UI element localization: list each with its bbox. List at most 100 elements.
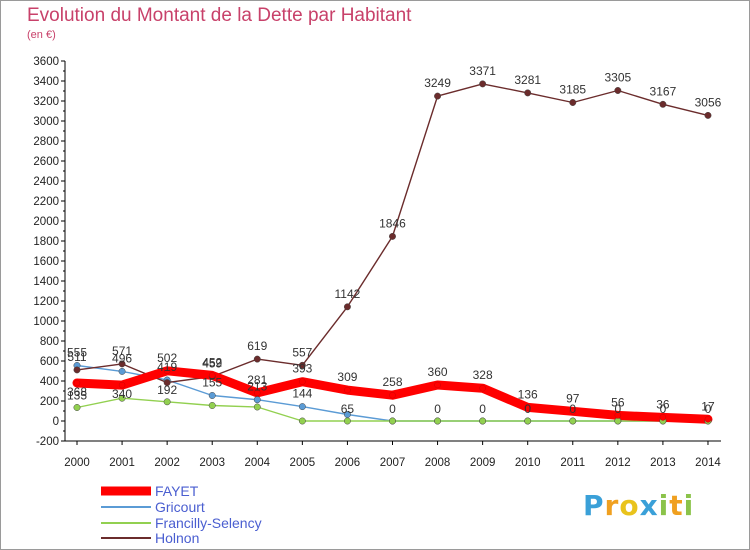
- data-point: [479, 417, 487, 425]
- data-point: [73, 366, 81, 374]
- data-point: [118, 360, 126, 368]
- data-point: [569, 417, 577, 425]
- data-point: [118, 381, 126, 389]
- data-label: 17: [701, 399, 715, 413]
- x-tick-label: 2000: [64, 457, 90, 469]
- data-label: 0: [479, 402, 486, 416]
- x-tick-label: 2014: [695, 457, 721, 469]
- data-label: 459: [202, 357, 222, 371]
- y-tick-label: 3600: [33, 56, 59, 68]
- data-label: 557: [292, 345, 312, 359]
- y-tick-label: 1400: [33, 276, 59, 288]
- data-label: 0: [705, 402, 712, 416]
- data-point: [704, 416, 712, 423]
- data-point: [524, 89, 532, 97]
- data-point: [163, 398, 171, 406]
- logo-letter: x: [639, 489, 659, 522]
- data-label: 502: [157, 351, 177, 365]
- data-point: [298, 361, 306, 369]
- data-point: [614, 87, 622, 94]
- data-label: 0: [389, 402, 396, 416]
- data-label: 452: [202, 355, 222, 369]
- logo-letter: t: [669, 489, 684, 522]
- y-tick-label: 0: [53, 416, 59, 428]
- data-label: 213: [247, 380, 267, 394]
- x-tick-label: 2009: [470, 457, 496, 469]
- data-point: [569, 99, 577, 106]
- data-label: 368: [67, 385, 87, 399]
- data-label: 393: [292, 362, 312, 376]
- logo-letter: i: [658, 489, 670, 522]
- x-tick-label: 2008: [425, 457, 451, 469]
- y-tick-label: 400: [40, 376, 59, 388]
- x-tick-label: 2007: [380, 457, 406, 469]
- y-tick-label: 800: [40, 336, 59, 348]
- y-tick-label: 2800: [33, 136, 59, 148]
- data-label: 0: [434, 402, 441, 416]
- data-label: 0: [569, 402, 576, 416]
- legend-label: FAYET: [155, 483, 199, 499]
- chart-subtitle: (en €): [27, 29, 56, 41]
- data-label: 309: [337, 370, 357, 384]
- data-point: [614, 417, 622, 425]
- data-label: 155: [202, 376, 222, 390]
- data-point: [208, 372, 216, 379]
- x-tick-label: 2001: [109, 457, 135, 469]
- y-tick-label: 2000: [33, 216, 59, 228]
- data-point: [344, 386, 351, 394]
- data-point: [73, 379, 81, 387]
- logo-letter: o: [619, 489, 640, 522]
- data-label: 419: [157, 360, 177, 374]
- logo-letter: r: [604, 489, 620, 522]
- data-point: [659, 100, 667, 108]
- data-label: 144: [292, 387, 312, 401]
- data-point: [163, 379, 171, 387]
- data-label: 619: [247, 339, 267, 353]
- data-point: [614, 412, 622, 419]
- data-point: [253, 396, 261, 404]
- data-point: [704, 111, 712, 119]
- data-point: [524, 404, 531, 411]
- data-label: 360: [428, 365, 448, 379]
- x-tick-label: 2005: [290, 457, 316, 469]
- data-label: 3305: [604, 71, 631, 85]
- data-label: 65: [341, 402, 355, 416]
- y-tick-label: 2200: [33, 196, 59, 208]
- y-tick-label: 200: [40, 396, 59, 408]
- logo-letter: i: [683, 489, 695, 522]
- data-label: 496: [112, 351, 132, 365]
- data-point: [343, 303, 351, 311]
- data-point: [569, 408, 577, 415]
- data-point: [389, 391, 396, 399]
- data-label: 258: [382, 375, 402, 389]
- data-label: 0: [660, 402, 667, 416]
- data-label: 36: [656, 397, 670, 411]
- proxiti-logo: Proxiti: [583, 489, 694, 522]
- data-point: [389, 232, 396, 240]
- y-tick-label: 2600: [33, 156, 59, 168]
- data-point: [163, 367, 171, 375]
- data-point: [389, 417, 396, 425]
- data-label: 511: [67, 350, 86, 364]
- data-label: 3167: [650, 84, 677, 98]
- y-tick-label: -200: [36, 436, 59, 448]
- data-point: [479, 384, 486, 392]
- data-point: [253, 403, 261, 411]
- data-label: 340: [112, 387, 132, 401]
- y-tick-label: 3200: [33, 96, 59, 108]
- data-label: 281: [247, 373, 267, 387]
- data-point: [434, 92, 442, 100]
- data-label: 3281: [514, 73, 541, 87]
- x-tick-label: 2013: [650, 457, 676, 469]
- data-label: 192: [157, 383, 177, 397]
- data-label: 97: [566, 391, 580, 405]
- legend-label: Holnon: [155, 530, 199, 546]
- x-tick-label: 2002: [154, 457, 180, 469]
- data-point: [659, 414, 667, 421]
- data-label: 135: [67, 389, 87, 403]
- data-point: [343, 417, 351, 425]
- y-tick-label: 1000: [33, 316, 59, 328]
- x-tick-label: 2011: [560, 457, 585, 469]
- data-label: 571: [112, 344, 132, 358]
